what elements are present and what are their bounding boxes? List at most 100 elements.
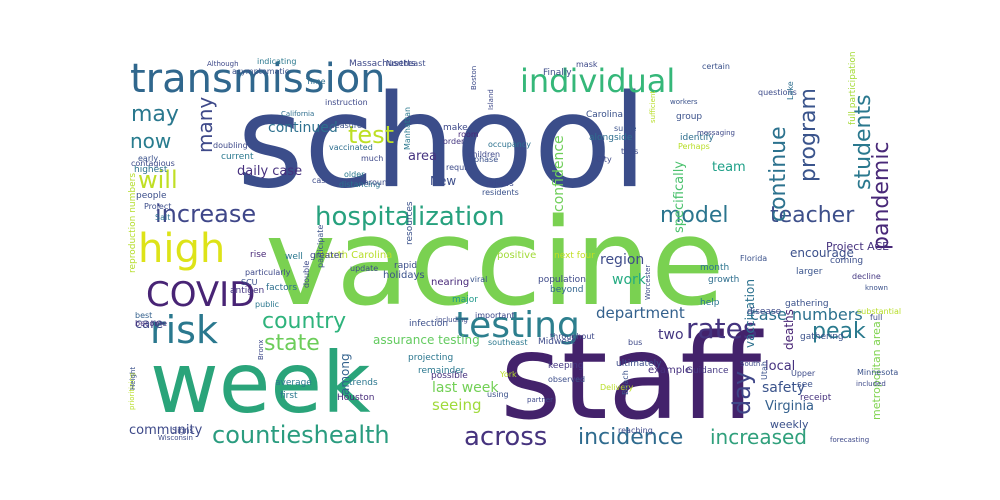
word-holidays: holidays [383, 270, 425, 281]
word-infection: infection [409, 319, 448, 329]
word-south: South [740, 360, 760, 368]
word-older: older [344, 170, 365, 179]
word-sufficient: sufficient [649, 91, 657, 123]
word-highest: highest [134, 165, 168, 175]
word-country: country [262, 309, 346, 334]
word-current: current [221, 152, 254, 162]
word-metropolitan-area: metropolitan area [870, 321, 883, 420]
word-included: included [856, 380, 886, 388]
word-island: Island [487, 89, 495, 110]
word-among: among [338, 353, 352, 395]
word-phase: phase [474, 155, 498, 164]
word-may: may [131, 102, 179, 127]
word-region: region [600, 252, 644, 268]
word-southeast: southeast [488, 338, 527, 347]
word-safety: safety [762, 380, 805, 396]
word-risk: risk [150, 308, 218, 352]
word-double: double [302, 261, 311, 288]
word-two: two [658, 327, 684, 343]
word-early: early [138, 154, 158, 163]
word-projecting: projecting [408, 353, 453, 363]
word-lake: Lake [786, 81, 795, 100]
word-throughout: throughout [550, 332, 595, 341]
word-observed: observed [548, 375, 585, 384]
word-countieshealth: countieshealth [212, 421, 390, 449]
word-test: test [348, 121, 394, 149]
word-full-participation: full participation [848, 51, 858, 125]
word-antigen: antigen [230, 286, 264, 296]
word-see: see [797, 380, 813, 390]
word-assurance-testing: assurance testing [373, 333, 480, 347]
word-finally: Finally [543, 68, 572, 78]
word-beyond: beyond [550, 285, 584, 295]
word-staff: staff [500, 308, 764, 446]
word-using: using [487, 390, 509, 399]
word-utah: Utah [760, 361, 769, 380]
word-important: important [475, 311, 515, 320]
word-increased: increased [710, 425, 807, 449]
word-bronx: Bronx [257, 340, 265, 360]
word-vaccine: vaccine [265, 194, 725, 333]
word-delivery: Delivery [600, 383, 633, 392]
word-order: order [443, 137, 465, 146]
word-occupancy: occupancy [488, 140, 531, 149]
word-massachusetts: Massachusetts [349, 59, 416, 69]
word-california: California [281, 110, 314, 118]
word-substantial: substantial [857, 307, 901, 316]
word-weekly: weekly [770, 418, 809, 431]
word-public: public [255, 300, 279, 309]
word-teacher: teacher [770, 203, 855, 228]
word-nearing: nearing [431, 277, 469, 288]
word-gathering: gathering [785, 299, 829, 309]
word-require: require [446, 163, 475, 172]
word-deaths: deaths [782, 309, 796, 350]
word-school: school [237, 68, 647, 217]
word-people: people [136, 191, 167, 201]
word-known: known [865, 284, 888, 292]
word-area: area [408, 149, 437, 164]
word-team: team [712, 160, 746, 175]
word-case-numbers: case numbers [750, 305, 863, 324]
word-vaccination: vaccination [743, 279, 757, 348]
word-possible: possible [431, 371, 468, 381]
word-although: Although [207, 60, 239, 68]
word-coming: coming [830, 256, 863, 266]
word-care: care [135, 317, 163, 332]
word-height: Height [129, 367, 137, 390]
word-seeing: seeing [432, 396, 481, 414]
word-much: much [361, 154, 383, 163]
word-mask: mask [576, 60, 598, 69]
word-community: community [129, 423, 203, 438]
word-workers: workers [670, 98, 698, 106]
word-around: around [364, 178, 392, 187]
word-rise: rise [250, 250, 267, 260]
word-identify: identify [680, 133, 714, 143]
word-indicating: indicating [257, 57, 296, 66]
word-factors: factors [266, 283, 297, 293]
word-model: model [660, 203, 729, 228]
word-questions: questions [758, 88, 797, 97]
word-perhaps: Perhaps [678, 142, 710, 151]
word-continue: continue [766, 126, 791, 222]
word-york: York [499, 370, 517, 379]
word-north-carolina: North Carolina [320, 250, 392, 261]
word-midwest: Midwest [538, 337, 576, 347]
word-well: well [285, 252, 303, 262]
word-peak: peak [812, 319, 866, 344]
word-first: first [280, 391, 298, 401]
word-decline: decline [852, 272, 881, 281]
word-now: now [130, 129, 171, 153]
word-messaging: messaging [697, 129, 735, 137]
word-measure: measure [327, 121, 362, 130]
word-minnesota: Minnesota [857, 368, 898, 377]
word-rates: rates [686, 312, 757, 345]
word-new: New [430, 174, 456, 188]
word-individual: individual [520, 62, 675, 100]
word-project: Project [144, 202, 171, 211]
word-doubling: doubling [213, 141, 248, 150]
word-salt: Salt [155, 213, 170, 222]
word-asymptomatic: asymptomatic [232, 67, 289, 76]
word-make: make [443, 123, 468, 133]
word-average: average [275, 378, 312, 388]
word-positive: positive [497, 250, 536, 261]
